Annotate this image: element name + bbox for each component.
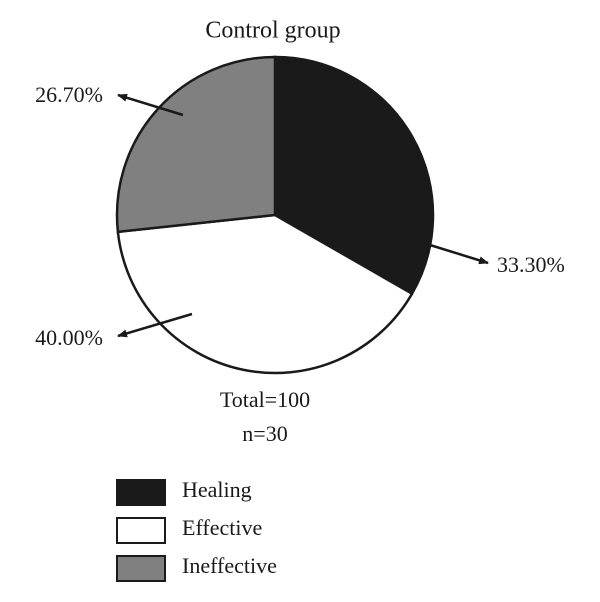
legend-swatch [116,479,166,506]
data-label: 26.70% [35,82,103,107]
data-label: 40.00% [35,325,103,350]
label-arrow [117,93,184,117]
chart-title: Control group [205,18,340,44]
legend-label: Ineffective [182,553,277,578]
legend-label: Healing [182,477,252,502]
pie-slice [115,55,277,234]
legend-label: Effective [182,515,262,540]
label-arrow [117,312,193,338]
annotation: n=30 [242,421,287,446]
annotation: Total=100 [220,387,310,412]
label-arrow [429,243,489,265]
legend-swatch [116,517,166,544]
pie-slice [116,213,414,375]
pie-slice [273,55,435,296]
legend-swatch [116,555,166,582]
data-label: 33.30% [497,252,565,277]
